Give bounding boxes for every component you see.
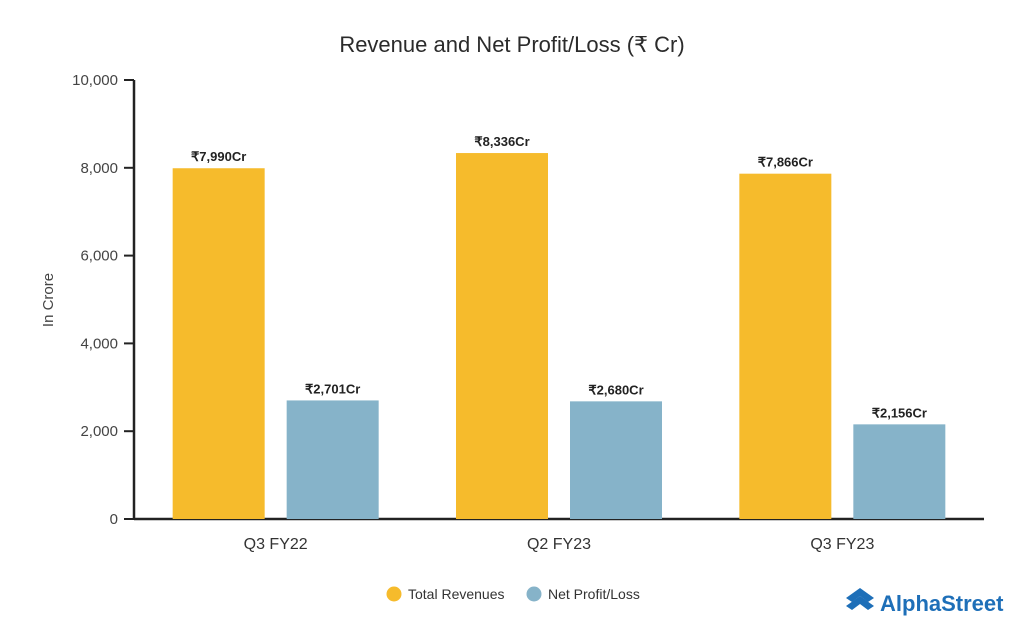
y-tick-label: 6,000 [80, 248, 118, 265]
y-axis-label: In Crore [40, 273, 57, 327]
data-label: ₹2,156Cr [872, 405, 927, 420]
x-tick-label: Q2 FY23 [527, 536, 591, 553]
chart-title: Revenue and Net Profit/Loss (₹ Cr) [339, 32, 684, 57]
legend-swatch [386, 586, 402, 602]
brand-name: AlphaStreet [880, 591, 1004, 616]
y-tick-label: 4,000 [80, 335, 118, 352]
y-tick-label: 10,000 [72, 72, 118, 89]
legend: Total Revenues Net Profit/Loss [386, 586, 640, 602]
y-tick-label: 8,000 [80, 160, 118, 177]
data-labels: ₹7,990Cr ₹2,701Cr Q3 FY22 ₹8,336Cr ₹2,680Cr Q… [191, 134, 927, 553]
data-label: ₹7,866Cr [758, 155, 813, 170]
axes: 0 2,000 4,000 6,000 8,000 10,000 [72, 72, 984, 528]
data-label: ₹8,336Cr [474, 134, 529, 149]
alphastreet-logo-icon [846, 588, 874, 610]
bars [172, 153, 946, 519]
y-tick-label: 2,000 [80, 423, 118, 440]
bar [286, 400, 379, 519]
legend-swatch [526, 586, 542, 602]
bar [853, 424, 946, 519]
data-label: ₹7,990Cr [191, 149, 246, 164]
bar [570, 401, 662, 519]
legend-label: Total Revenues [408, 586, 505, 602]
legend-label: Net Profit/Loss [548, 586, 640, 602]
x-tick-label: Q3 FY22 [244, 536, 308, 553]
x-tick-label: Q3 FY23 [810, 536, 874, 553]
data-label: ₹2,680Cr [588, 382, 643, 397]
bar [456, 153, 548, 519]
bar [172, 168, 265, 519]
data-label: ₹2,701Cr [305, 381, 360, 396]
brand-logo: AlphaStreet [846, 588, 1004, 616]
y-tick-label: 0 [110, 511, 118, 528]
bar [739, 173, 832, 519]
